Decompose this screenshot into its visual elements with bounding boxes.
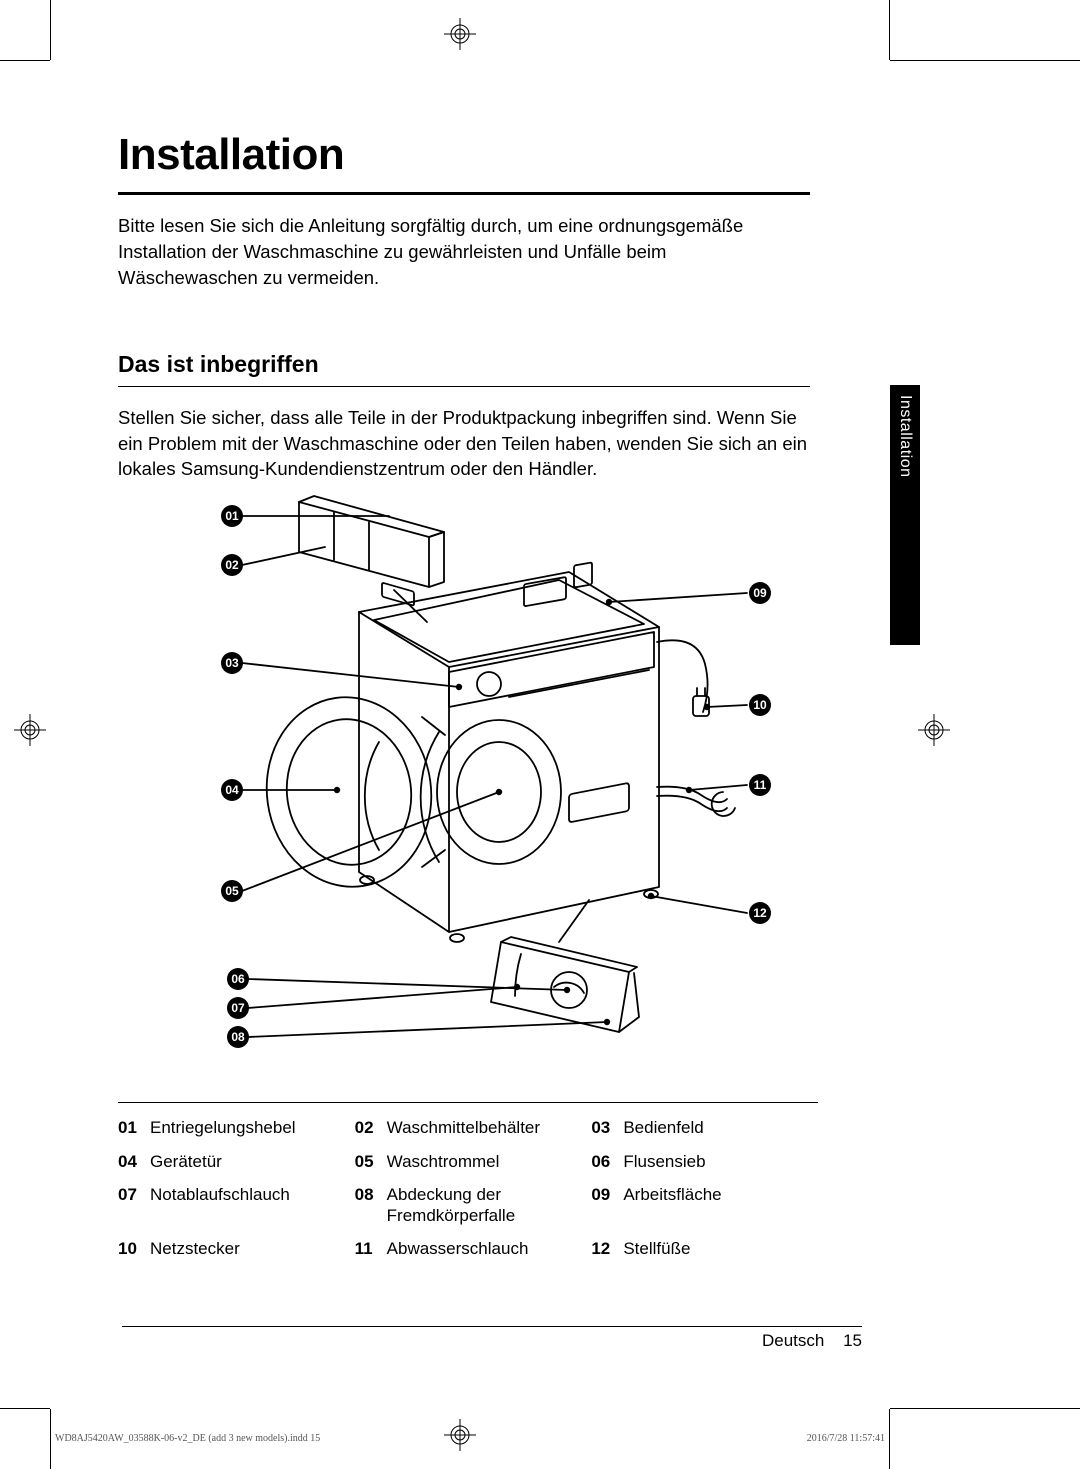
legend-label: Gerätetür bbox=[150, 1151, 222, 1172]
legend-num: 07 bbox=[118, 1184, 142, 1205]
legend-label: Bedienfeld bbox=[623, 1117, 703, 1138]
legend-item: 01 Entriegelungshebel bbox=[118, 1117, 345, 1138]
legend-num: 11 bbox=[355, 1238, 379, 1259]
legend-num: 04 bbox=[118, 1151, 142, 1172]
legend-label: Abwasserschlauch bbox=[387, 1238, 529, 1259]
crop-mark bbox=[50, 1409, 51, 1469]
legend-num: 09 bbox=[591, 1184, 615, 1205]
legend-num: 03 bbox=[591, 1117, 615, 1138]
legend-num: 01 bbox=[118, 1117, 142, 1138]
legend-label: Waschtrommel bbox=[387, 1151, 500, 1172]
legend-item: 09 Arbeitsfläche bbox=[591, 1184, 818, 1227]
page-title: Installation bbox=[118, 130, 810, 195]
legend-item: 05 Waschtrommel bbox=[355, 1151, 582, 1172]
legend-item: 12 Stellfüße bbox=[591, 1238, 818, 1259]
legend-item: 02 Waschmittelbehälter bbox=[355, 1117, 582, 1138]
imprint-line: WD8AJ5420AW_03588K-06-v2_DE (add 3 new m… bbox=[55, 1433, 885, 1444]
intro-text: Bitte lesen Sie sich die Anleitung sorgf… bbox=[118, 213, 810, 291]
legend-num: 08 bbox=[355, 1184, 379, 1205]
legend-item: 11 Abwasserschlauch bbox=[355, 1238, 582, 1259]
register-mark-icon bbox=[444, 18, 476, 50]
legend-label: Notablaufschlauch bbox=[150, 1184, 290, 1205]
parts-legend: 01 Entriegelungshebel 02 Waschmittelbehält… bbox=[118, 1102, 818, 1259]
register-mark-icon bbox=[14, 714, 46, 746]
legend-num: 05 bbox=[355, 1151, 379, 1172]
imprint-file: WD8AJ5420AW_03588K-06-v2_DE (add 3 new m… bbox=[55, 1433, 320, 1444]
page-footer: Deutsch 15 bbox=[122, 1326, 862, 1351]
crop-mark bbox=[0, 1408, 50, 1409]
legend-label: Arbeitsfläche bbox=[623, 1184, 721, 1205]
legend-label: Abdeckung der Fremdkörperfalle bbox=[387, 1184, 582, 1227]
legend-label: Entriegelungshebel bbox=[150, 1117, 296, 1138]
legend-item: 03 Bedienfeld bbox=[591, 1117, 818, 1138]
side-tab-label: Installation bbox=[896, 385, 914, 478]
legend-item: 10 Netzstecker bbox=[118, 1238, 345, 1259]
crop-mark bbox=[0, 60, 50, 61]
legend-label: Stellfüße bbox=[623, 1238, 690, 1259]
legend-item: 08 Abdeckung der Fremdkörperfalle bbox=[355, 1184, 582, 1227]
crop-mark bbox=[890, 1408, 1080, 1409]
section-title: Das ist inbegriffen bbox=[118, 351, 810, 387]
legend-num: 10 bbox=[118, 1238, 142, 1259]
legend-num: 12 bbox=[591, 1238, 615, 1259]
legend-label: Netzstecker bbox=[150, 1238, 240, 1259]
legend-num: 06 bbox=[591, 1151, 615, 1172]
legend-item: 06 Flusensieb bbox=[591, 1151, 818, 1172]
footer-language: Deutsch bbox=[762, 1331, 824, 1350]
legend-item: 04 Gerätetür bbox=[118, 1151, 345, 1172]
section-text: Stellen Sie sicher, dass alle Teile in d… bbox=[118, 405, 810, 483]
legend-item: 07 Notablaufschlauch bbox=[118, 1184, 345, 1227]
page-content: Installation Installation Bitte lesen Si… bbox=[50, 60, 890, 1409]
footer-page-number: 15 bbox=[843, 1331, 862, 1350]
crop-mark bbox=[889, 1409, 890, 1469]
washing-machine-diagram: 01 02 03 04 05 06 07 08 09 10 11 12 bbox=[129, 492, 799, 1082]
legend-label: Flusensieb bbox=[623, 1151, 705, 1172]
legend-num: 02 bbox=[355, 1117, 379, 1138]
side-tab: Installation bbox=[890, 385, 920, 645]
crop-mark bbox=[890, 60, 1080, 61]
imprint-timestamp: 2016/7/28 11:57:41 bbox=[807, 1433, 885, 1444]
crop-mark bbox=[50, 0, 51, 60]
crop-mark bbox=[889, 0, 890, 60]
register-mark-icon bbox=[918, 714, 950, 746]
legend-label: Waschmittelbehälter bbox=[387, 1117, 540, 1138]
